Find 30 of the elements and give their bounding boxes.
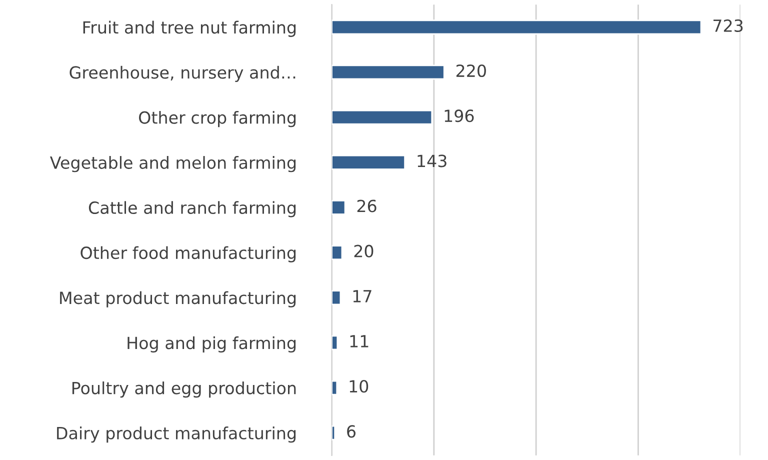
y-tick-label: Greenhouse, nursery and… bbox=[70, 66, 296, 82]
bar bbox=[332, 425, 336, 440]
y-tick-label: Other food manufacturing bbox=[80, 246, 296, 262]
data-label: 10 bbox=[350, 380, 368, 393]
data-label: 11 bbox=[350, 335, 368, 348]
bar bbox=[332, 64, 445, 80]
data-label: 26 bbox=[357, 200, 376, 212]
bar bbox=[332, 245, 343, 260]
data-label: 20 bbox=[354, 244, 374, 258]
data-label: 143 bbox=[418, 154, 446, 168]
y-tick-label: Other crop farming bbox=[139, 110, 296, 128]
bar bbox=[332, 154, 406, 170]
y-tick-label: Cattle and ranch farming bbox=[88, 201, 296, 218]
y-tick-label: Poultry and egg production bbox=[72, 381, 296, 398]
bar bbox=[332, 380, 338, 396]
y-tick-label: Dairy product manufacturing bbox=[57, 426, 296, 443]
data-label: 723 bbox=[714, 19, 743, 32]
bar bbox=[332, 20, 702, 35]
y-tick-label: Fruit and tree nut farming bbox=[83, 20, 296, 37]
data-label: 6 bbox=[347, 425, 356, 438]
bar bbox=[332, 290, 342, 306]
data-label: 196 bbox=[444, 110, 474, 122]
data-label: 17 bbox=[353, 290, 372, 302]
y-tick-label: Meat product manufacturing bbox=[60, 291, 296, 308]
data-label: 220 bbox=[456, 64, 486, 78]
y-tick-label: Hog and pig farming bbox=[128, 336, 296, 352]
bar bbox=[332, 200, 346, 215]
y-tick-label: Vegetable and melon farming bbox=[50, 156, 296, 172]
bar bbox=[332, 335, 338, 350]
bar bbox=[332, 110, 433, 125]
